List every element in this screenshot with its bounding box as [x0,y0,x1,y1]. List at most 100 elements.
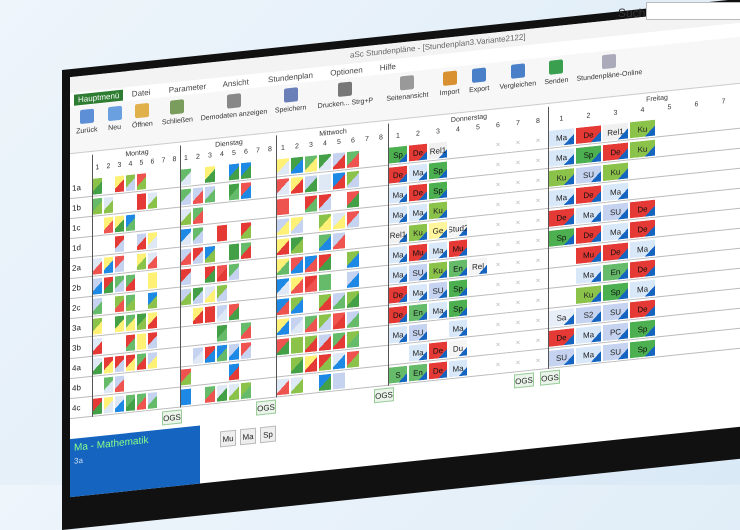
lesson[interactable]: Sp [629,318,656,340]
lesson[interactable]: Mu [408,242,428,263]
lesson[interactable]: Ma [428,300,448,321]
lesson[interactable]: Ma [388,184,408,205]
lesson[interactable]: De [548,207,575,228]
lesson[interactable]: Ge [428,220,448,241]
empty-slot: × [528,309,548,331]
lesson-block [304,174,318,194]
lesson-block [240,221,252,241]
lesson[interactable]: De [629,218,656,240]
lesson[interactable]: Mu [575,244,602,266]
lesson[interactable]: Ma [602,181,629,203]
lesson[interactable]: De [388,284,408,305]
lesson[interactable]: Ma [575,324,602,346]
footer-button[interactable]: Ma [240,427,256,446]
lesson[interactable]: Ku [575,284,602,306]
lesson[interactable]: SU [602,301,629,323]
lesson[interactable]: De [388,164,408,185]
lesson[interactable]: Ma [388,264,408,285]
lesson[interactable]: Ku [629,118,656,140]
lesson[interactable]: De [602,141,629,163]
lesson[interactable]: Ma [448,318,468,339]
lesson[interactable]: Sp [388,144,408,165]
lesson[interactable]: Sp [629,338,656,360]
lesson[interactable]: Rel1 [428,140,448,161]
lesson[interactable]: Ma [448,358,468,379]
lesson[interactable]: Sp [448,278,468,299]
lesson[interactable]: Sp [428,160,448,181]
lesson[interactable]: De [629,298,656,320]
lesson[interactable]: De [428,360,448,381]
lesson[interactable]: Ma [575,344,602,366]
lesson[interactable]: S [388,364,408,385]
lesson-block [136,232,147,252]
lesson[interactable]: SU [408,322,428,343]
lesson-block [318,212,332,233]
lesson[interactable]: Rel1 [388,224,408,245]
lesson[interactable]: Ma [408,342,428,363]
lesson[interactable]: De [575,184,602,206]
lesson[interactable]: SU [602,201,629,223]
lesson[interactable]: Sa [548,307,575,328]
lesson[interactable]: SU [575,164,602,186]
lesson[interactable]: Ma [408,282,428,303]
lesson-block [332,311,346,331]
lesson[interactable]: SU [428,280,448,301]
lesson[interactable]: Ma [575,204,602,226]
lesson[interactable]: Ma [388,324,408,345]
search-box[interactable] [646,2,740,20]
lesson[interactable]: En [408,362,428,383]
lesson[interactable]: Ma [548,187,575,208]
footer-button[interactable]: Sp [260,425,276,444]
lesson[interactable]: Du [448,338,468,359]
lesson[interactable]: De [408,182,428,203]
lesson[interactable]: Ma [575,264,602,286]
lesson[interactable]: PC [602,321,629,343]
lesson[interactable]: De [575,124,602,146]
lesson[interactable]: De [629,258,656,280]
lesson[interactable]: Rel [468,256,488,277]
lesson[interactable]: Ma [629,278,656,300]
lesson[interactable]: De [388,304,408,325]
period-number: 1 [559,115,564,123]
lesson[interactable]: Ma [629,238,656,260]
lesson[interactable]: Ma [388,244,408,265]
lesson[interactable]: Ma [428,240,448,261]
lesson[interactable]: Ku [428,260,448,281]
lesson[interactable]: SU [602,341,629,363]
lesson[interactable]: Sp [575,144,602,166]
lesson[interactable]: De [575,224,602,246]
lesson[interactable]: Ma [388,204,408,225]
lesson[interactable]: Ma [408,202,428,223]
lesson[interactable]: Stud2 [448,218,468,239]
empty-slot: × [508,332,528,353]
lesson[interactable]: Sp [602,281,629,303]
lesson[interactable]: SU [548,347,575,368]
lesson[interactable]: Ma [602,221,629,243]
lesson[interactable]: Sp [428,180,448,201]
lesson[interactable]: Ku [428,200,448,221]
lesson[interactable]: De [629,198,656,220]
lesson[interactable]: En [408,302,428,323]
lesson[interactable]: Ma [548,127,575,148]
lesson[interactable]: Ku [629,138,656,160]
lesson[interactable]: De [428,340,448,361]
lesson[interactable]: Mu [448,238,468,259]
lesson[interactable]: Sp [548,227,575,248]
lesson[interactable]: Rel1 [602,121,629,143]
lesson-block [240,321,252,341]
lesson[interactable]: Sp [448,298,468,319]
period-number: 8 [268,145,272,154]
lesson[interactable]: SU [408,262,428,283]
lesson[interactable]: En [602,261,629,283]
lesson[interactable]: De [408,142,428,163]
lesson[interactable]: En [448,258,468,279]
lesson[interactable]: Ma [408,162,428,183]
lesson[interactable]: Ma [548,147,575,168]
lesson[interactable]: S2 [575,304,602,326]
lesson[interactable]: De [602,241,629,263]
lesson[interactable]: De [548,327,575,348]
lesson[interactable]: Ku [548,167,575,188]
lesson[interactable]: Ku [408,222,428,243]
lesson[interactable]: Ku [602,161,629,183]
footer-button[interactable]: Mu [220,429,236,448]
